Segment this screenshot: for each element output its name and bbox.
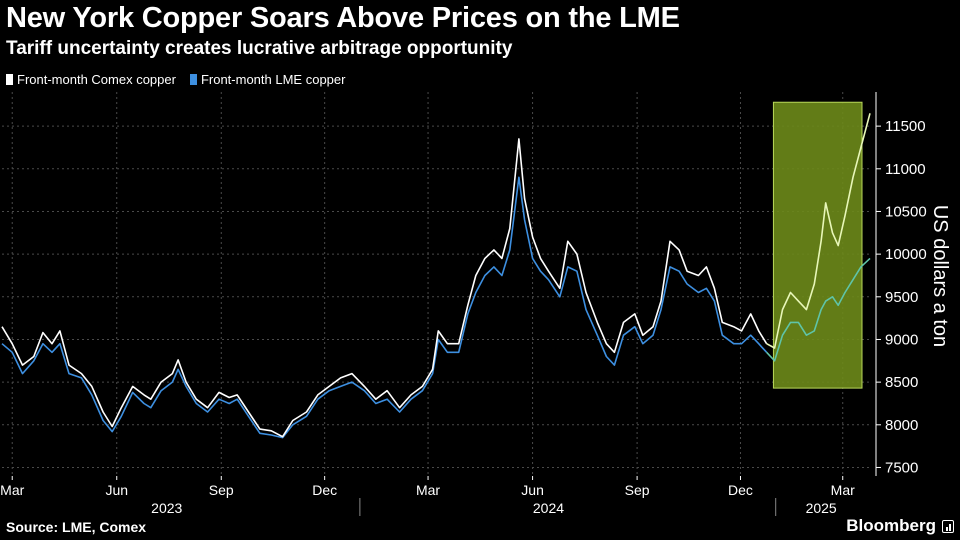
- year-label: 2024: [533, 500, 564, 516]
- series-line-lme: [1, 176, 768, 439]
- brand-name: Bloomberg: [846, 516, 936, 535]
- highlight-region: [772, 101, 863, 389]
- legend-swatch-comex: [6, 74, 13, 85]
- y-tick-label: 10500: [885, 203, 927, 220]
- year-label: 2023: [151, 500, 182, 516]
- y-tick-label: 10000: [885, 246, 927, 263]
- legend: Front-month Comex copper Front-month LME…: [6, 72, 345, 87]
- y-axis-title: US dollars a ton: [929, 205, 951, 347]
- x-tick-label: Jun: [105, 482, 128, 498]
- source-note: Source: LME, Comex: [6, 519, 147, 535]
- year-label: 2025: [806, 500, 837, 516]
- legend-item-comex: Front-month Comex copper: [6, 72, 176, 87]
- y-tick-label: 9000: [885, 331, 918, 348]
- series-line-comex-highlighted: [766, 113, 871, 349]
- chart-icon: [942, 519, 954, 533]
- axes: 7500 8000 8500 9000 9500 10000 10500 11000 11500…: [0, 92, 951, 516]
- y-tick-label: 11000: [885, 161, 926, 178]
- x-tick-label: Mar: [831, 482, 855, 498]
- chart-subtitle: Tariff uncertainty creates lucrative arb…: [6, 38, 513, 59]
- x-tick-label: Mar: [416, 482, 440, 498]
- y-tick-label: 11500: [885, 118, 926, 135]
- series-line-comex: [1, 138, 768, 438]
- legend-swatch-lme: [189, 74, 197, 85]
- legend-item-lme: Front-month LME copper: [189, 72, 346, 87]
- legend-label-comex: Front-month Comex copper: [17, 72, 176, 87]
- y-tick-label: 9500: [885, 289, 918, 306]
- x-tick-label: Sep: [209, 482, 234, 498]
- legend-label-lme: Front-month LME copper: [200, 72, 346, 87]
- y-tick-label: 8500: [885, 374, 918, 391]
- y-tick-label: 7500: [885, 459, 918, 476]
- x-tick-label: Sep: [625, 482, 650, 498]
- bloomberg-logo: Bloomberg: [846, 516, 954, 536]
- gridlines: [2, 92, 870, 476]
- x-tick-label: Jun: [521, 482, 544, 498]
- series-line-lme-highlighted: [766, 257, 871, 362]
- chart-title: New York Copper Soars Above Prices on th…: [6, 2, 680, 34]
- y-tick-label: 8000: [885, 417, 918, 434]
- series-lines: [1, 113, 871, 439]
- x-tick-label: Dec: [312, 482, 337, 498]
- x-tick-label: Mar: [0, 482, 24, 498]
- x-tick-label: Dec: [728, 482, 753, 498]
- highlight-box: [772, 101, 863, 389]
